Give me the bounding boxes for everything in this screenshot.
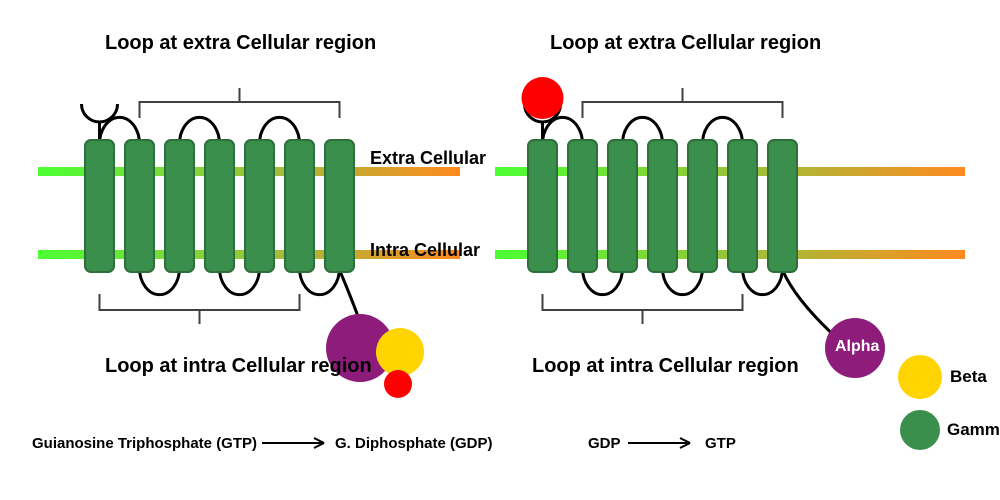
intra-cellular-side-label: Intra Cellular bbox=[370, 240, 480, 261]
intra-loop-title-right: Loop at intra Cellular region bbox=[532, 355, 799, 378]
beta-legend-icon bbox=[898, 355, 942, 399]
transmembrane-helix bbox=[728, 140, 757, 272]
transmembrane-helix bbox=[568, 140, 597, 272]
gamma-legend-icon bbox=[900, 410, 940, 450]
diagram-svg bbox=[0, 0, 1000, 500]
beta-legend-label: Beta bbox=[950, 367, 987, 387]
transmembrane-helix bbox=[205, 140, 234, 272]
intra-bracket bbox=[543, 294, 743, 324]
alpha-label: Alpha bbox=[835, 338, 879, 356]
c-terminal-tail bbox=[783, 270, 833, 334]
gamma-legend-label: Gamma bbox=[947, 420, 1000, 440]
gamma-subunit-icon bbox=[384, 370, 412, 398]
extra-cellular-side-label: Extra Cellular bbox=[370, 148, 486, 169]
transmembrane-helix bbox=[648, 140, 677, 272]
ligand-icon bbox=[522, 77, 564, 119]
reaction-left-to: G. Diphosphate (GDP) bbox=[335, 435, 493, 452]
transmembrane-helix bbox=[325, 140, 354, 272]
transmembrane-helix bbox=[165, 140, 194, 272]
reaction-left-from: Guianosine Triphosphate (GTP) bbox=[32, 435, 257, 452]
diagram-root: Loop at extra Cellular region Loop at ex… bbox=[0, 0, 1000, 500]
transmembrane-helix bbox=[608, 140, 637, 272]
transmembrane-helix bbox=[245, 140, 274, 272]
transmembrane-helix bbox=[768, 140, 797, 272]
reaction-right-from: GDP bbox=[588, 435, 621, 452]
intra-bracket bbox=[100, 294, 300, 324]
reaction-right-to: GTP bbox=[705, 435, 736, 452]
transmembrane-helix bbox=[528, 140, 557, 272]
extra-loop-title-right: Loop at extra Cellular region bbox=[550, 32, 821, 55]
extra-bracket bbox=[140, 88, 340, 118]
beta-subunit-icon bbox=[376, 328, 424, 376]
transmembrane-helix bbox=[688, 140, 717, 272]
transmembrane-helix bbox=[125, 140, 154, 272]
extra-loop-title-left: Loop at extra Cellular region bbox=[105, 32, 376, 55]
intra-loop-title-left: Loop at intra Cellular region bbox=[105, 355, 372, 378]
transmembrane-helix bbox=[285, 140, 314, 272]
extra-bracket bbox=[583, 88, 783, 118]
transmembrane-helix bbox=[85, 140, 114, 272]
